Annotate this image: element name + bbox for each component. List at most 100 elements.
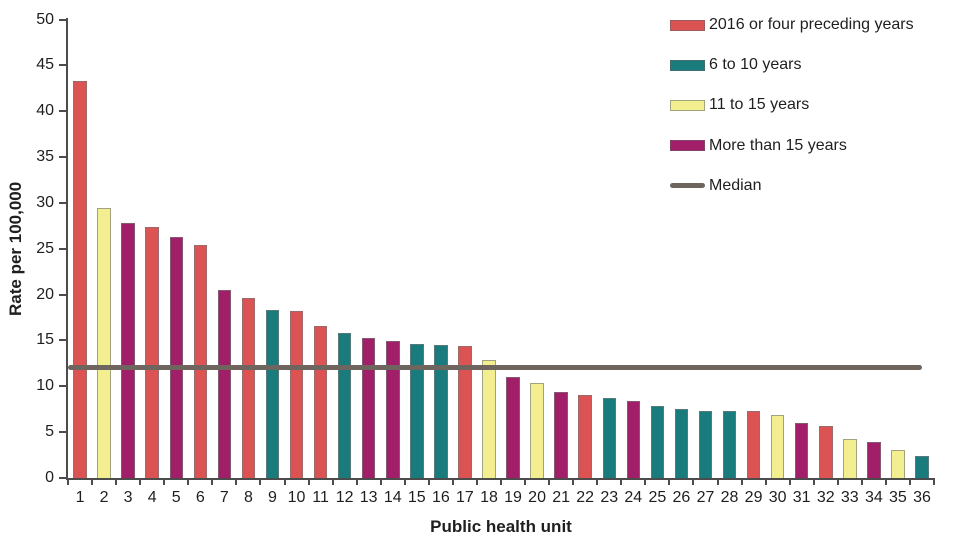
- y-tick-label: 10: [36, 377, 54, 395]
- bar-unit-23: [602, 398, 616, 478]
- x-tick-label: 14: [383, 489, 402, 506]
- x-tick-label: 25: [648, 489, 667, 506]
- bar-unit-7: [217, 290, 232, 478]
- x-tick: [692, 478, 695, 485]
- bar-unit-4: [145, 226, 159, 478]
- x-tick: [884, 478, 887, 485]
- x-tick-label: 11: [312, 489, 329, 506]
- x-tick: [596, 478, 599, 485]
- bar-unit-2: [97, 208, 111, 478]
- y-tick-label: 5: [45, 423, 54, 441]
- y-tick-label: 30: [36, 193, 54, 211]
- x-tick: [307, 478, 310, 485]
- bar-unit-11: [313, 325, 328, 478]
- bar-unit-1: [73, 80, 87, 478]
- legend-swatch: [670, 140, 705, 152]
- x-tick-label: 7: [219, 489, 229, 506]
- x-tick: [620, 478, 623, 485]
- bar-unit-14: [386, 341, 400, 478]
- bar-unit-27: [698, 411, 713, 478]
- y-tick-label: 35: [36, 148, 54, 166]
- x-tick: [740, 478, 743, 485]
- x-tick: [283, 478, 286, 485]
- x-tick-label: 23: [600, 489, 619, 506]
- bar-unit-10: [289, 311, 304, 478]
- x-tick: [644, 478, 647, 485]
- y-axis-line: [66, 18, 68, 480]
- legend-label: 11 to 15 years: [709, 96, 810, 114]
- x-tick: [67, 478, 69, 485]
- x-tick: [331, 478, 334, 485]
- x-tick: [139, 478, 142, 485]
- y-tick: [59, 247, 66, 250]
- x-tick: [812, 478, 815, 485]
- x-tick-label: 15: [407, 489, 426, 506]
- legend-label: More than 15 years: [709, 136, 847, 154]
- x-axis-title: Public health unit: [430, 517, 572, 536]
- x-tick: [788, 478, 791, 485]
- legend-item-5: Median: [670, 175, 761, 197]
- x-tick-label: 5: [171, 489, 181, 506]
- bar-unit-25: [650, 406, 665, 478]
- y-tick-label: 15: [36, 331, 54, 349]
- bar-unit-12: [337, 333, 352, 478]
- x-tick: [427, 478, 430, 485]
- x-tick-label: 31: [792, 489, 811, 506]
- x-tick-label: 32: [816, 489, 835, 506]
- x-tick: [548, 478, 551, 485]
- y-tick: [59, 431, 66, 434]
- x-tick-label: 18: [480, 489, 498, 506]
- bar-unit-22: [578, 395, 592, 478]
- bar-unit-16: [434, 345, 448, 478]
- legend-label: 6 to 10 years: [709, 56, 802, 74]
- median-line: [68, 364, 922, 370]
- x-tick-label: 17: [456, 489, 474, 506]
- x-tick-label: 16: [431, 489, 450, 506]
- bar-unit-3: [121, 223, 135, 478]
- y-tick-label: 25: [36, 239, 54, 257]
- x-tick: [115, 478, 118, 485]
- x-tick-label: 27: [696, 489, 715, 506]
- x-tick-label: 1: [75, 489, 85, 506]
- x-tick-label: 3: [123, 489, 133, 506]
- x-tick-label: 34: [864, 489, 883, 506]
- x-tick-label: 6: [195, 489, 205, 506]
- x-tick-label: 9: [268, 489, 277, 506]
- x-tick: [235, 478, 238, 485]
- y-tick: [59, 64, 66, 67]
- y-tick-label: 40: [36, 102, 54, 120]
- y-tick-label: 50: [36, 10, 54, 28]
- x-tick: [836, 478, 839, 485]
- x-tick-label: 21: [552, 489, 571, 506]
- x-tick: [764, 478, 767, 485]
- x-tick-label: 24: [624, 489, 643, 506]
- legend-item-4: More than 15 years: [670, 135, 847, 157]
- y-tick: [59, 110, 66, 113]
- bar-unit-18: [482, 359, 496, 478]
- legend-label: 2016 or four preceding years: [709, 16, 914, 33]
- y-tick-label: 20: [36, 285, 54, 303]
- bar-unit-13: [361, 337, 376, 478]
- bar-unit-30: [770, 414, 785, 478]
- x-tick: [91, 478, 94, 485]
- legend-median-line-swatch: [670, 183, 705, 189]
- legend-swatch: [670, 59, 705, 71]
- x-tick-label: 12: [335, 489, 354, 506]
- bar-unit-17: [458, 345, 472, 478]
- legend-item-2: 6 to 10 years: [670, 54, 802, 76]
- bar-unit-32: [819, 425, 833, 478]
- bar-unit-9: [265, 310, 280, 478]
- legend-swatch: [670, 19, 705, 31]
- x-tick: [403, 478, 406, 485]
- x-tick: [259, 478, 262, 485]
- y-tick: [59, 477, 66, 479]
- bar-unit-5: [169, 236, 183, 478]
- x-tick-label: 28: [720, 489, 739, 506]
- bar-unit-35: [891, 449, 905, 478]
- bar-unit-31: [794, 422, 809, 478]
- x-tick: [933, 478, 935, 485]
- bar-unit-8: [241, 298, 256, 478]
- bar-unit-36: [915, 455, 929, 478]
- bar-unit-24: [626, 400, 641, 478]
